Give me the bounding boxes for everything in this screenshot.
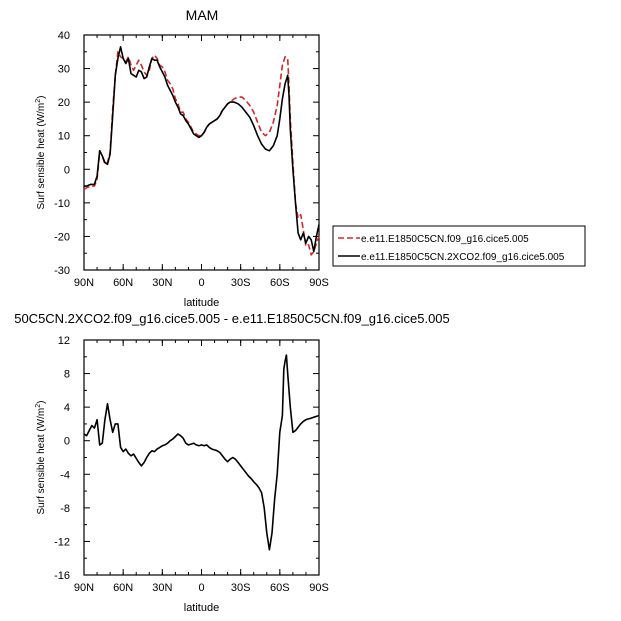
- bottom-x-tick-label: 90S: [309, 582, 329, 594]
- bottom-y-axis-label: Surf sensible heat (W/m2): [35, 401, 47, 515]
- bottom-y-axis-label-sup: 2: [35, 404, 42, 408]
- top-y-tick-label: 0: [64, 164, 70, 176]
- top-plot-frame: [83, 34, 320, 271]
- top-x-axis-label: latitude: [184, 297, 219, 309]
- top-panel: MAM latitude Surf sensible heat (W/m2) 9…: [35, 7, 586, 309]
- top-x-tick-label: 90S: [309, 277, 329, 289]
- legend-box: [332, 225, 586, 267]
- top-x-tick-label: 90N: [74, 277, 94, 289]
- top-series-line-1: [84, 45, 320, 253]
- legend-label-control: e.e11.E1850C5CN.f09_g16.cice5.005: [361, 234, 529, 245]
- bottom-x-tick-label: 60S: [270, 582, 290, 594]
- top-legend: e.e11.E1850C5CN.f09_g16.cice5.005 e.e11.…: [332, 225, 586, 267]
- top-y-axis-label-sup: 2: [35, 99, 42, 103]
- bottom-y-tick-label: -4: [60, 469, 70, 481]
- top-y-tick-label: 30: [58, 64, 70, 76]
- top-x-tick-label: 0: [198, 277, 204, 289]
- bottom-plot-area: 90N 60N 30N 0 30S 60S 90S -16 -12 -8 -4 0 4 8 12: [54, 335, 329, 594]
- bottom-y-axis-label-close: ): [36, 401, 47, 404]
- top-y-tick-label: -30: [54, 265, 70, 277]
- top-chart-title: MAM: [186, 7, 219, 23]
- bottom-y-tick-label: 8: [64, 369, 70, 381]
- bottom-y-tick-label: -8: [60, 503, 70, 515]
- bottom-x-tick-label: 60N: [113, 582, 133, 594]
- bottom-panel: 50C5CN.2XCO2.f09_g16.cice5.005 - e.e11.E…: [14, 311, 450, 614]
- top-y-tick-label: 20: [58, 97, 70, 109]
- top-y-tick-label: -10: [54, 198, 70, 210]
- top-x-tick-label: 60S: [270, 277, 290, 289]
- bottom-x-tick-label: 30N: [152, 582, 172, 594]
- bottom-x-tick-label: 90N: [74, 582, 94, 594]
- bottom-x-tick-label: 0: [198, 582, 204, 594]
- top-series-line-0: [83, 50, 320, 256]
- bottom-y-tick-label: 12: [58, 335, 70, 347]
- top-plot-area: 90N 60N 30N 0 30S 60S 90S -30 -20 -10 0 10 20 30 40: [54, 30, 329, 289]
- top-y-tick-label: 10: [58, 131, 70, 143]
- top-x-tick-label: 30N: [152, 277, 172, 289]
- top-x-tick-label: 60N: [113, 277, 133, 289]
- bottom-y-tick-label: -16: [54, 570, 70, 582]
- bottom-y-axis-label-main: Surf sensible heat (W/m: [36, 408, 47, 515]
- top-y-tick-label: -20: [54, 231, 70, 243]
- bottom-y-tick-label: 4: [64, 402, 70, 414]
- bottom-series-line-0: [83, 354, 320, 551]
- legend-label-2xco2: e.e11.E1850C5CN.2XCO2.f09_g16.cice5.005: [361, 252, 565, 263]
- bottom-x-axis-label: latitude: [184, 602, 219, 614]
- top-y-tick-label: 40: [58, 30, 70, 42]
- bottom-chart-title: 50C5CN.2XCO2.f09_g16.cice5.005 - e.e11.E…: [14, 311, 450, 326]
- bottom-y-tick-label: -12: [54, 536, 70, 548]
- bottom-y-tick-label: 0: [64, 436, 70, 448]
- top-y-axis-label-close: ): [36, 96, 47, 99]
- top-y-axis-label-main: Surf sensible heat (W/m: [36, 103, 47, 210]
- top-x-tick-label: 30S: [231, 277, 251, 289]
- bottom-x-tick-label: 30S: [231, 582, 251, 594]
- top-y-axis-label: Surf sensible heat (W/m2): [35, 96, 47, 210]
